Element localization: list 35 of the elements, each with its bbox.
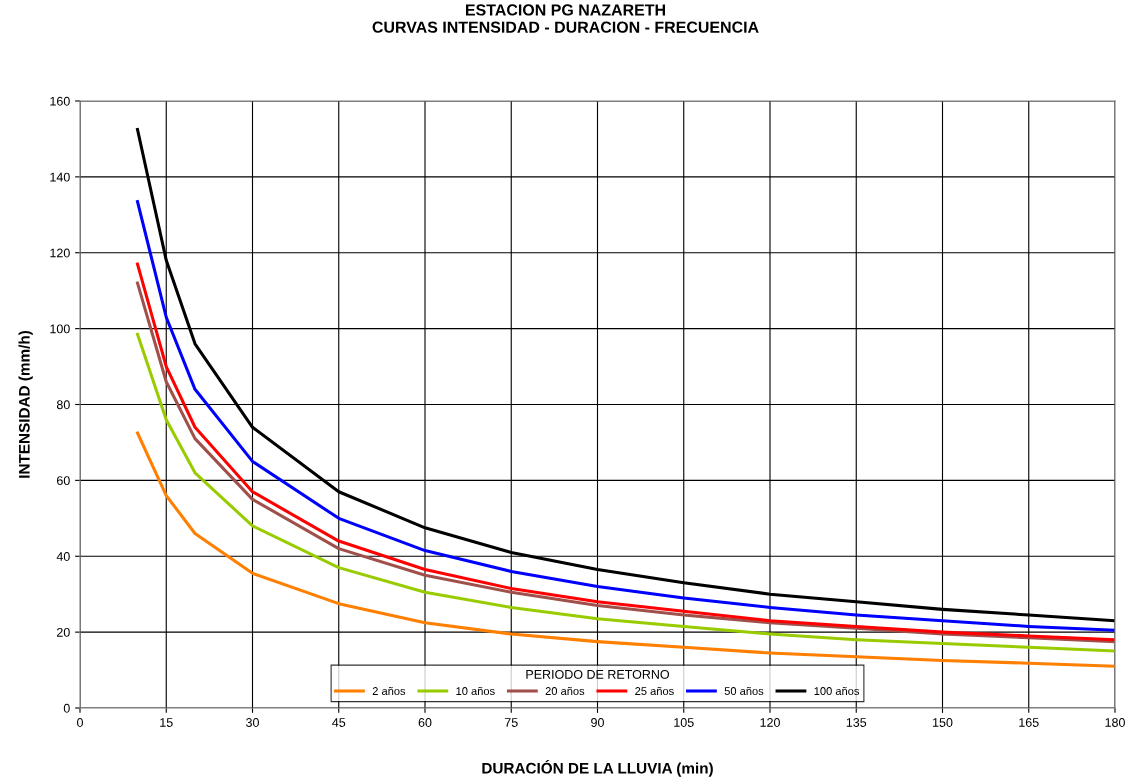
x-tick-label: 165 — [1019, 718, 1039, 727]
x-tick-label: 75 — [504, 718, 518, 727]
x-tick-label: 90 — [591, 718, 604, 727]
y-tick-label: 140 — [50, 172, 70, 182]
legend-label: 2 años — [372, 686, 406, 695]
legend-label: 25 años — [635, 686, 674, 695]
x-tick-label: 30 — [246, 718, 259, 727]
x-tick-label: 105 — [674, 718, 694, 727]
x-tick-label: 60 — [418, 718, 432, 727]
y-tick-label: 0 — [63, 703, 70, 713]
y-tick-label: 100 — [50, 324, 70, 334]
x-axis-title: DURACIÓN DE LA LLUVIA (min) — [482, 759, 713, 777]
x-tick-label: 150 — [933, 718, 953, 727]
x-tick-label: 45 — [332, 718, 346, 727]
y-tick-label: 120 — [50, 248, 70, 258]
line-series — [135, 431, 1115, 668]
x-tick-label: 120 — [760, 718, 780, 727]
chart-title: ESTACION PG NAZARETH CURVAS INTENSIDAD - DURACION - FRECUENCIA — [372, 4, 759, 33]
legend-label: 100 años — [814, 686, 860, 695]
x-tick-label: 180 — [1105, 718, 1125, 727]
y-axis-title: INTENSIDAD (mm/h) — [18, 330, 33, 478]
line-series — [135, 200, 1115, 632]
legend-title: PERIODO DE RETORNO — [526, 669, 670, 679]
x-tick-label: 135 — [846, 718, 867, 727]
legend-label: 50 años — [724, 686, 764, 695]
x-tick-label: 0 — [77, 718, 83, 727]
x-tick-label: 15 — [160, 718, 173, 727]
y-tick-label: 60 — [57, 476, 70, 486]
y-tick-label: 160 — [50, 96, 70, 106]
y-tick-label: 80 — [56, 400, 70, 410]
y-tick-label: 40 — [56, 552, 70, 561]
y-tick-label: 20 — [57, 627, 70, 637]
legend-label: 20 años — [545, 686, 585, 695]
line-series — [135, 332, 1115, 653]
legend-label: 10 años — [456, 686, 495, 695]
